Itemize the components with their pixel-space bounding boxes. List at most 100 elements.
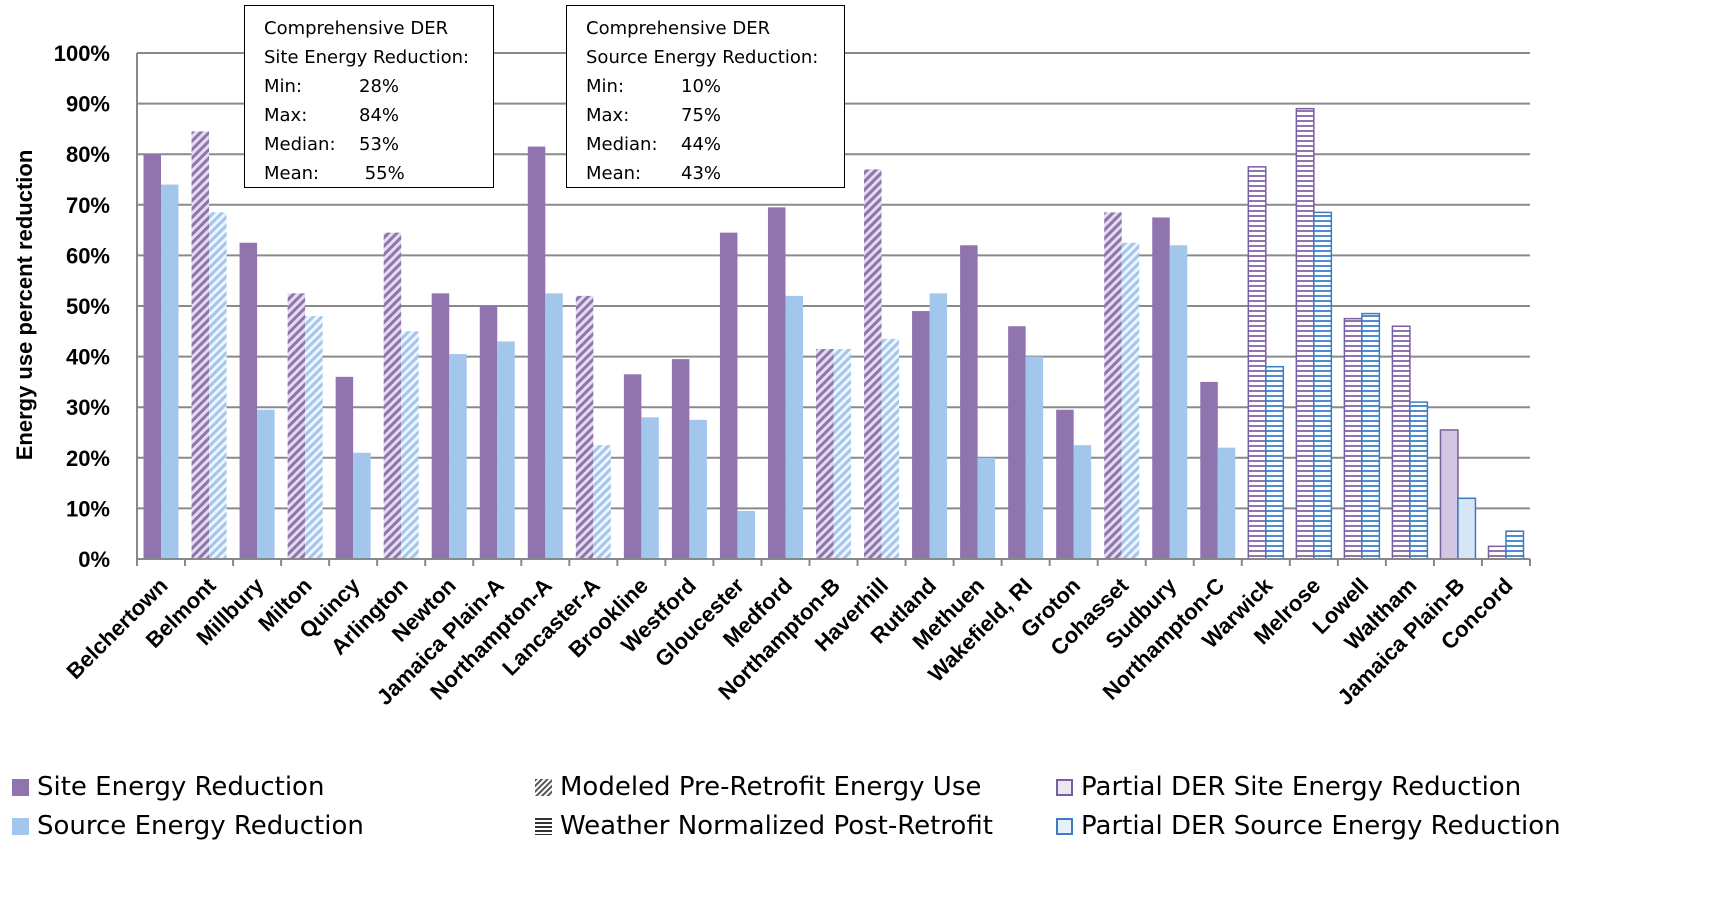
stat-row-max: Max: 84% bbox=[264, 105, 400, 126]
bar-site bbox=[239, 242, 258, 559]
bar-source bbox=[833, 349, 851, 559]
bar-site bbox=[1343, 317, 1363, 560]
site-stats-box: Comprehensive DER Site Energy Reduction:… bbox=[244, 5, 494, 188]
bar-source bbox=[449, 354, 467, 559]
bar-source bbox=[161, 184, 179, 559]
legend-source: Source Energy Reduction bbox=[12, 811, 364, 841]
x-tick-labels: BelchertownBelmontMillburyMiltonQuincyAr… bbox=[62, 572, 1518, 710]
legend-label-modeled: Modeled Pre-Retrofit Energy Use bbox=[560, 772, 982, 802]
y-tick-label: 90% bbox=[66, 92, 110, 117]
bar-site bbox=[1104, 212, 1122, 559]
bar-site bbox=[143, 154, 162, 559]
bar-site bbox=[1008, 326, 1026, 559]
bar-source bbox=[209, 212, 227, 559]
site-stats-title-1: Comprehensive DER bbox=[264, 18, 449, 39]
bar-site bbox=[719, 232, 738, 559]
legend-partial-source: Partial DER Source Energy Reduction bbox=[1056, 811, 1561, 841]
bar-site bbox=[816, 349, 834, 559]
bar-site bbox=[960, 245, 978, 559]
y-tick-label: 80% bbox=[66, 142, 110, 167]
bar-site bbox=[479, 306, 498, 559]
legend-label-source: Source Energy Reduction bbox=[37, 811, 364, 841]
bar-site bbox=[767, 207, 786, 559]
bar-source bbox=[593, 445, 611, 559]
bar-site bbox=[335, 376, 354, 559]
legend-label-partial-site: Partial DER Site Energy Reduction bbox=[1081, 772, 1522, 802]
bar-source bbox=[1169, 245, 1188, 559]
legend-weather: Weather Normalized Post-Retrofit bbox=[535, 811, 993, 841]
bar-site bbox=[431, 293, 450, 559]
legend-swatch-partial-source bbox=[1056, 817, 1073, 835]
bar-source bbox=[1121, 242, 1140, 559]
bar-source bbox=[1265, 365, 1285, 560]
legend-partial-site: Partial DER Site Energy Reduction bbox=[1056, 772, 1521, 802]
bar-site bbox=[575, 295, 594, 559]
legend-swatch-source bbox=[12, 817, 29, 835]
stat-row-min: Min: 28% bbox=[264, 76, 400, 97]
bar-source bbox=[977, 457, 996, 559]
bar-source bbox=[545, 293, 563, 559]
legend-label-partial-source: Partial DER Source Energy Reduction bbox=[1081, 811, 1561, 841]
bar-site bbox=[287, 293, 306, 559]
stat-row-max: Max: 75% bbox=[586, 105, 722, 126]
bar-site bbox=[383, 232, 402, 559]
y-tick-label: 30% bbox=[66, 395, 110, 420]
source-stats-box: Comprehensive DER Source Energy Reductio… bbox=[566, 5, 845, 188]
axes bbox=[136, 53, 1531, 566]
bar-source bbox=[1025, 356, 1044, 559]
bar-source bbox=[1073, 445, 1092, 559]
bar-site bbox=[1295, 107, 1315, 560]
y-tick-labels: 0% 10% 20% 30% 40% 50% 60% 70% 80% 90% 100% bbox=[54, 41, 110, 572]
bar-source bbox=[1505, 530, 1525, 560]
legend-modeled: Modeled Pre-Retrofit Energy Use bbox=[535, 772, 981, 802]
bar-site bbox=[1056, 409, 1074, 559]
bar-site bbox=[527, 146, 546, 560]
legend-label-site: Site Energy Reduction bbox=[37, 772, 325, 802]
stat-row-mean: Mean: 43% bbox=[586, 163, 722, 184]
stat-row-min: Min: 10% bbox=[586, 76, 722, 97]
site-stats-title-2: Site Energy Reduction: bbox=[264, 47, 470, 68]
bar-source bbox=[1409, 401, 1429, 560]
bar-source bbox=[785, 295, 803, 559]
bar-site bbox=[671, 359, 690, 559]
bar-source bbox=[497, 341, 515, 559]
legend-swatch-site bbox=[12, 778, 29, 796]
bar-source bbox=[641, 417, 659, 559]
bar-source bbox=[305, 316, 323, 559]
bar-site bbox=[191, 131, 210, 559]
y-tick-label: 40% bbox=[66, 345, 110, 370]
y-axis-label: Energy use percent reduction bbox=[12, 150, 37, 461]
bar-site bbox=[1152, 217, 1170, 559]
legend-swatch-weather bbox=[535, 817, 552, 835]
legend-swatch-modeled bbox=[535, 778, 552, 796]
bar-source bbox=[689, 419, 707, 559]
bar-site bbox=[623, 374, 642, 559]
y-tick-label: 10% bbox=[66, 496, 110, 521]
bar-source bbox=[737, 510, 755, 559]
source-stats-title-1: Comprehensive DER bbox=[586, 18, 771, 39]
bar-source bbox=[881, 338, 900, 559]
bar-site bbox=[1200, 381, 1218, 559]
bar-site bbox=[1439, 429, 1459, 560]
legend-label-weather: Weather Normalized Post-Retrofit bbox=[560, 811, 993, 841]
legend-swatch-partial-site bbox=[1056, 778, 1073, 796]
legend-site: Site Energy Reduction bbox=[12, 772, 324, 802]
y-tick-label: 100% bbox=[54, 41, 110, 66]
bar-site bbox=[1247, 166, 1267, 560]
bars bbox=[143, 107, 1525, 560]
stat-row-mean: Mean: 55% bbox=[264, 163, 405, 184]
bar-source bbox=[1457, 497, 1477, 560]
bar-source bbox=[353, 452, 371, 559]
source-stats-title-2: Source Energy Reduction: bbox=[586, 47, 819, 68]
bar-source bbox=[1313, 211, 1333, 560]
y-tick-label: 0% bbox=[78, 547, 110, 572]
bar-source bbox=[257, 409, 275, 559]
y-tick-label: 20% bbox=[66, 446, 110, 471]
bar-source bbox=[1217, 447, 1236, 559]
bar-site bbox=[864, 169, 882, 559]
stat-row-median: Median: 44% bbox=[586, 134, 722, 155]
y-tick-label: 60% bbox=[66, 243, 110, 268]
bar-site bbox=[1487, 545, 1507, 560]
y-tick-label: 50% bbox=[66, 294, 110, 319]
